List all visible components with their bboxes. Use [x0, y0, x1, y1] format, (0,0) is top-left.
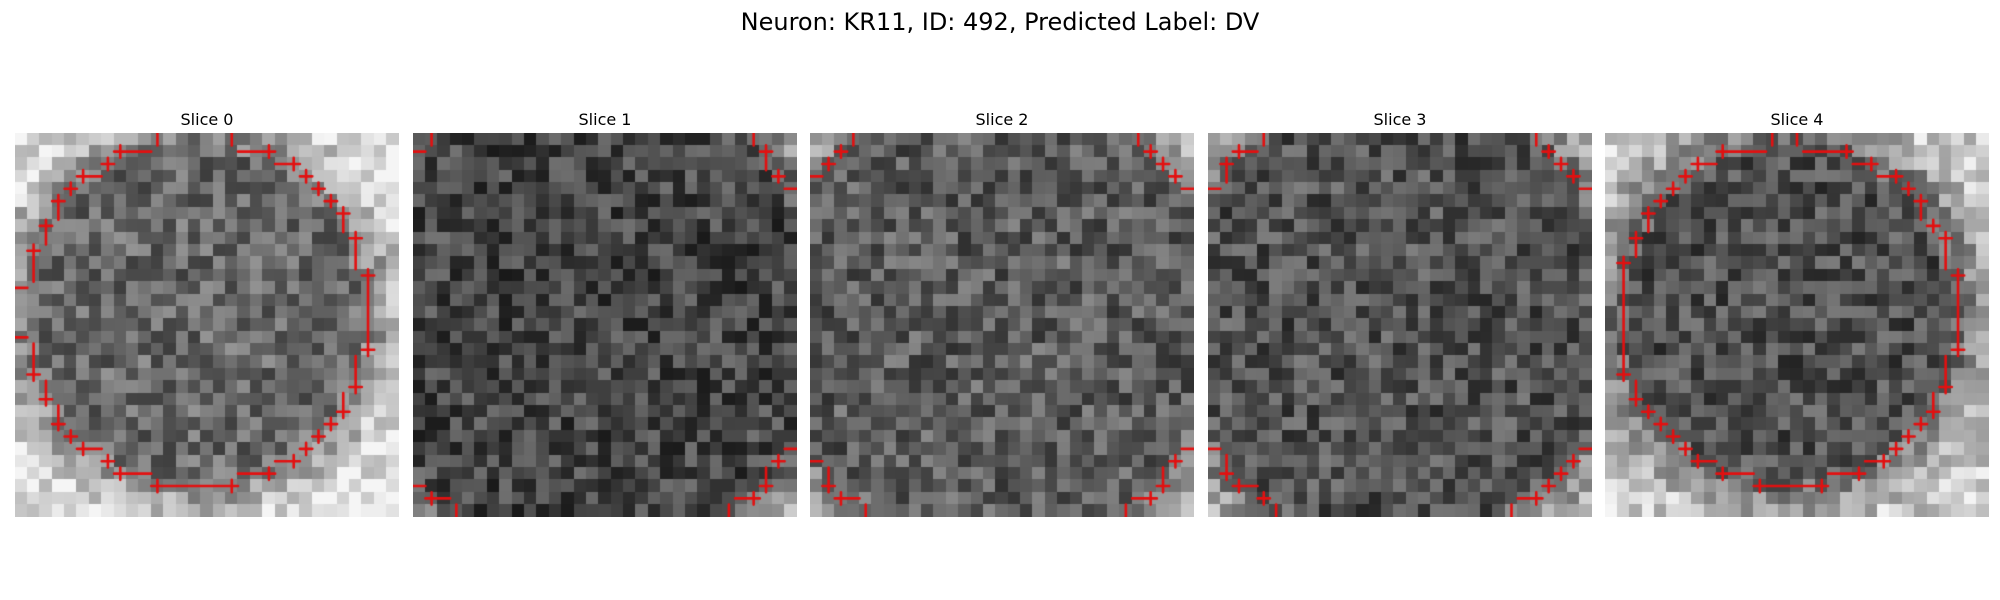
slice-panel-3: Slice 3: [1208, 108, 1592, 517]
slice-title-2: Slice 2: [975, 110, 1029, 129]
slice-title-1: Slice 1: [578, 110, 632, 129]
slice-panel-4: Slice 4: [1605, 108, 1989, 517]
slice-panel-1: Slice 1: [413, 108, 797, 517]
slice-panel-0: Slice 0: [15, 108, 399, 517]
slice-panel-2: Slice 2: [810, 108, 1194, 517]
slice-image-3: [1208, 133, 1592, 517]
slice-image-4: [1605, 133, 1989, 517]
figure-title: Neuron: KR11, ID: 492, Predicted Label: …: [740, 8, 1260, 36]
slice-title-3: Slice 3: [1373, 110, 1427, 129]
slice-image-0: [15, 133, 399, 517]
slice-title-4: Slice 4: [1770, 110, 1824, 129]
slice-image-2: [810, 133, 1194, 517]
slice-title-0: Slice 0: [180, 110, 234, 129]
slice-image-1: [413, 133, 797, 517]
